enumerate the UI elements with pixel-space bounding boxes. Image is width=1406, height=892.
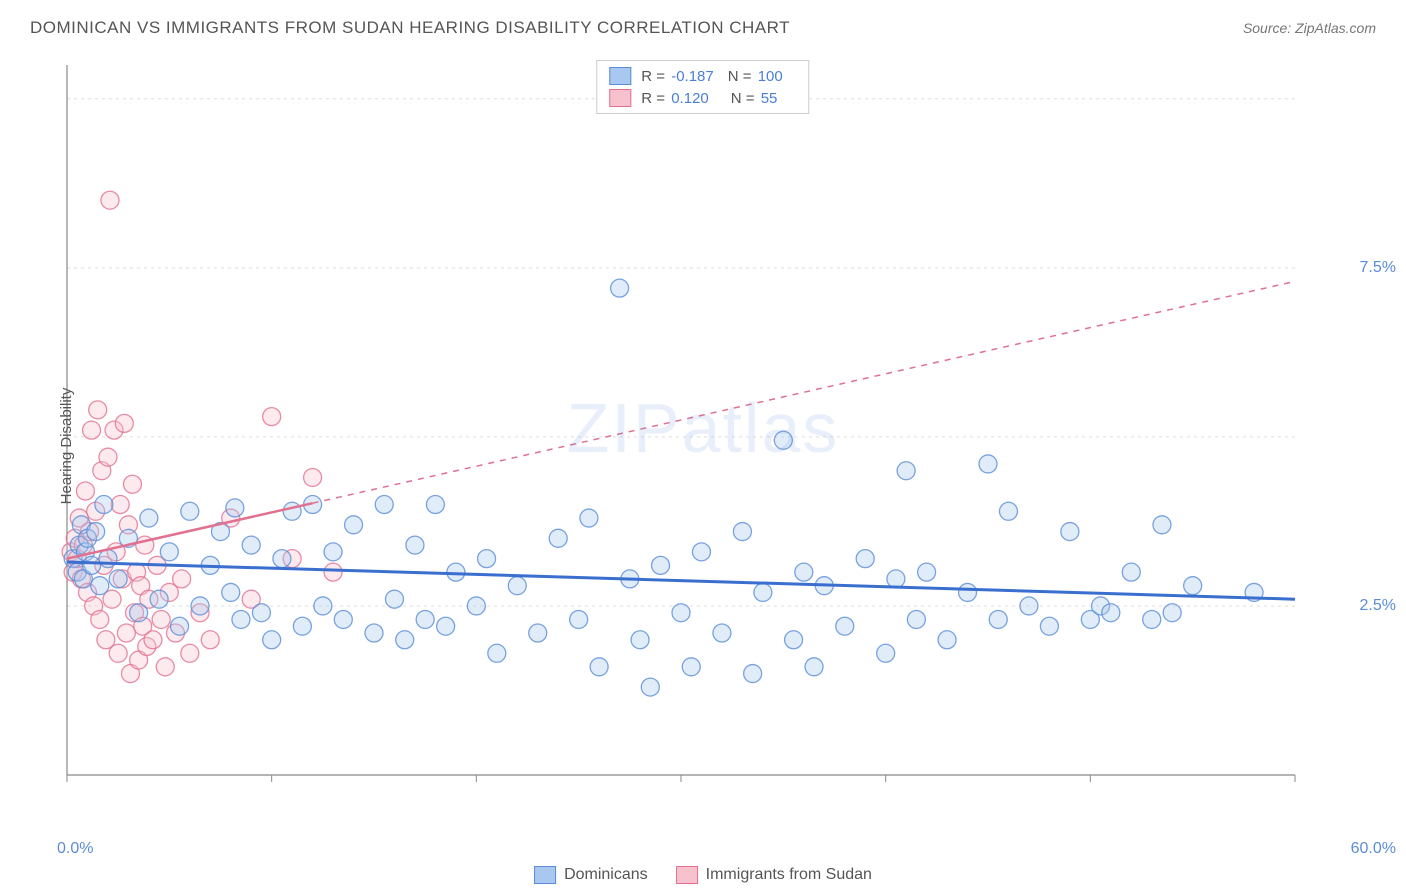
- chart-title: DOMINICAN VS IMMIGRANTS FROM SUDAN HEARI…: [30, 18, 790, 38]
- xtick-label: 0.0%: [57, 840, 93, 858]
- chart-area: [55, 55, 1375, 835]
- xtick-label: 60.0%: [1351, 840, 1396, 858]
- legend-item-sudan: Immigrants from Sudan: [676, 866, 872, 884]
- legend-correlation: R = -0.187N = 100 R = 0.120N = 55: [596, 60, 809, 114]
- swatch-dominicans: [609, 67, 631, 85]
- legend-item-dominicans: Dominicans: [534, 866, 648, 884]
- legend-row-sudan: R = 0.120N = 55: [609, 87, 796, 109]
- scatter-chart: [55, 55, 1375, 835]
- swatch-sudan-icon: [676, 866, 698, 884]
- legend-label-dominicans: Dominicans: [564, 866, 648, 884]
- ytick-label: 2.5%: [1360, 597, 1396, 615]
- y-axis-label: Hearing Disability: [58, 388, 75, 505]
- swatch-dominicans-icon: [534, 866, 556, 884]
- legend-series: Dominicans Immigrants from Sudan: [534, 866, 872, 884]
- source-label: Source: ZipAtlas.com: [1243, 20, 1376, 36]
- swatch-sudan: [609, 89, 631, 107]
- legend-row-dominicans: R = -0.187N = 100: [609, 65, 796, 87]
- ytick-label: 7.5%: [1360, 259, 1396, 277]
- legend-label-sudan: Immigrants from Sudan: [706, 866, 872, 884]
